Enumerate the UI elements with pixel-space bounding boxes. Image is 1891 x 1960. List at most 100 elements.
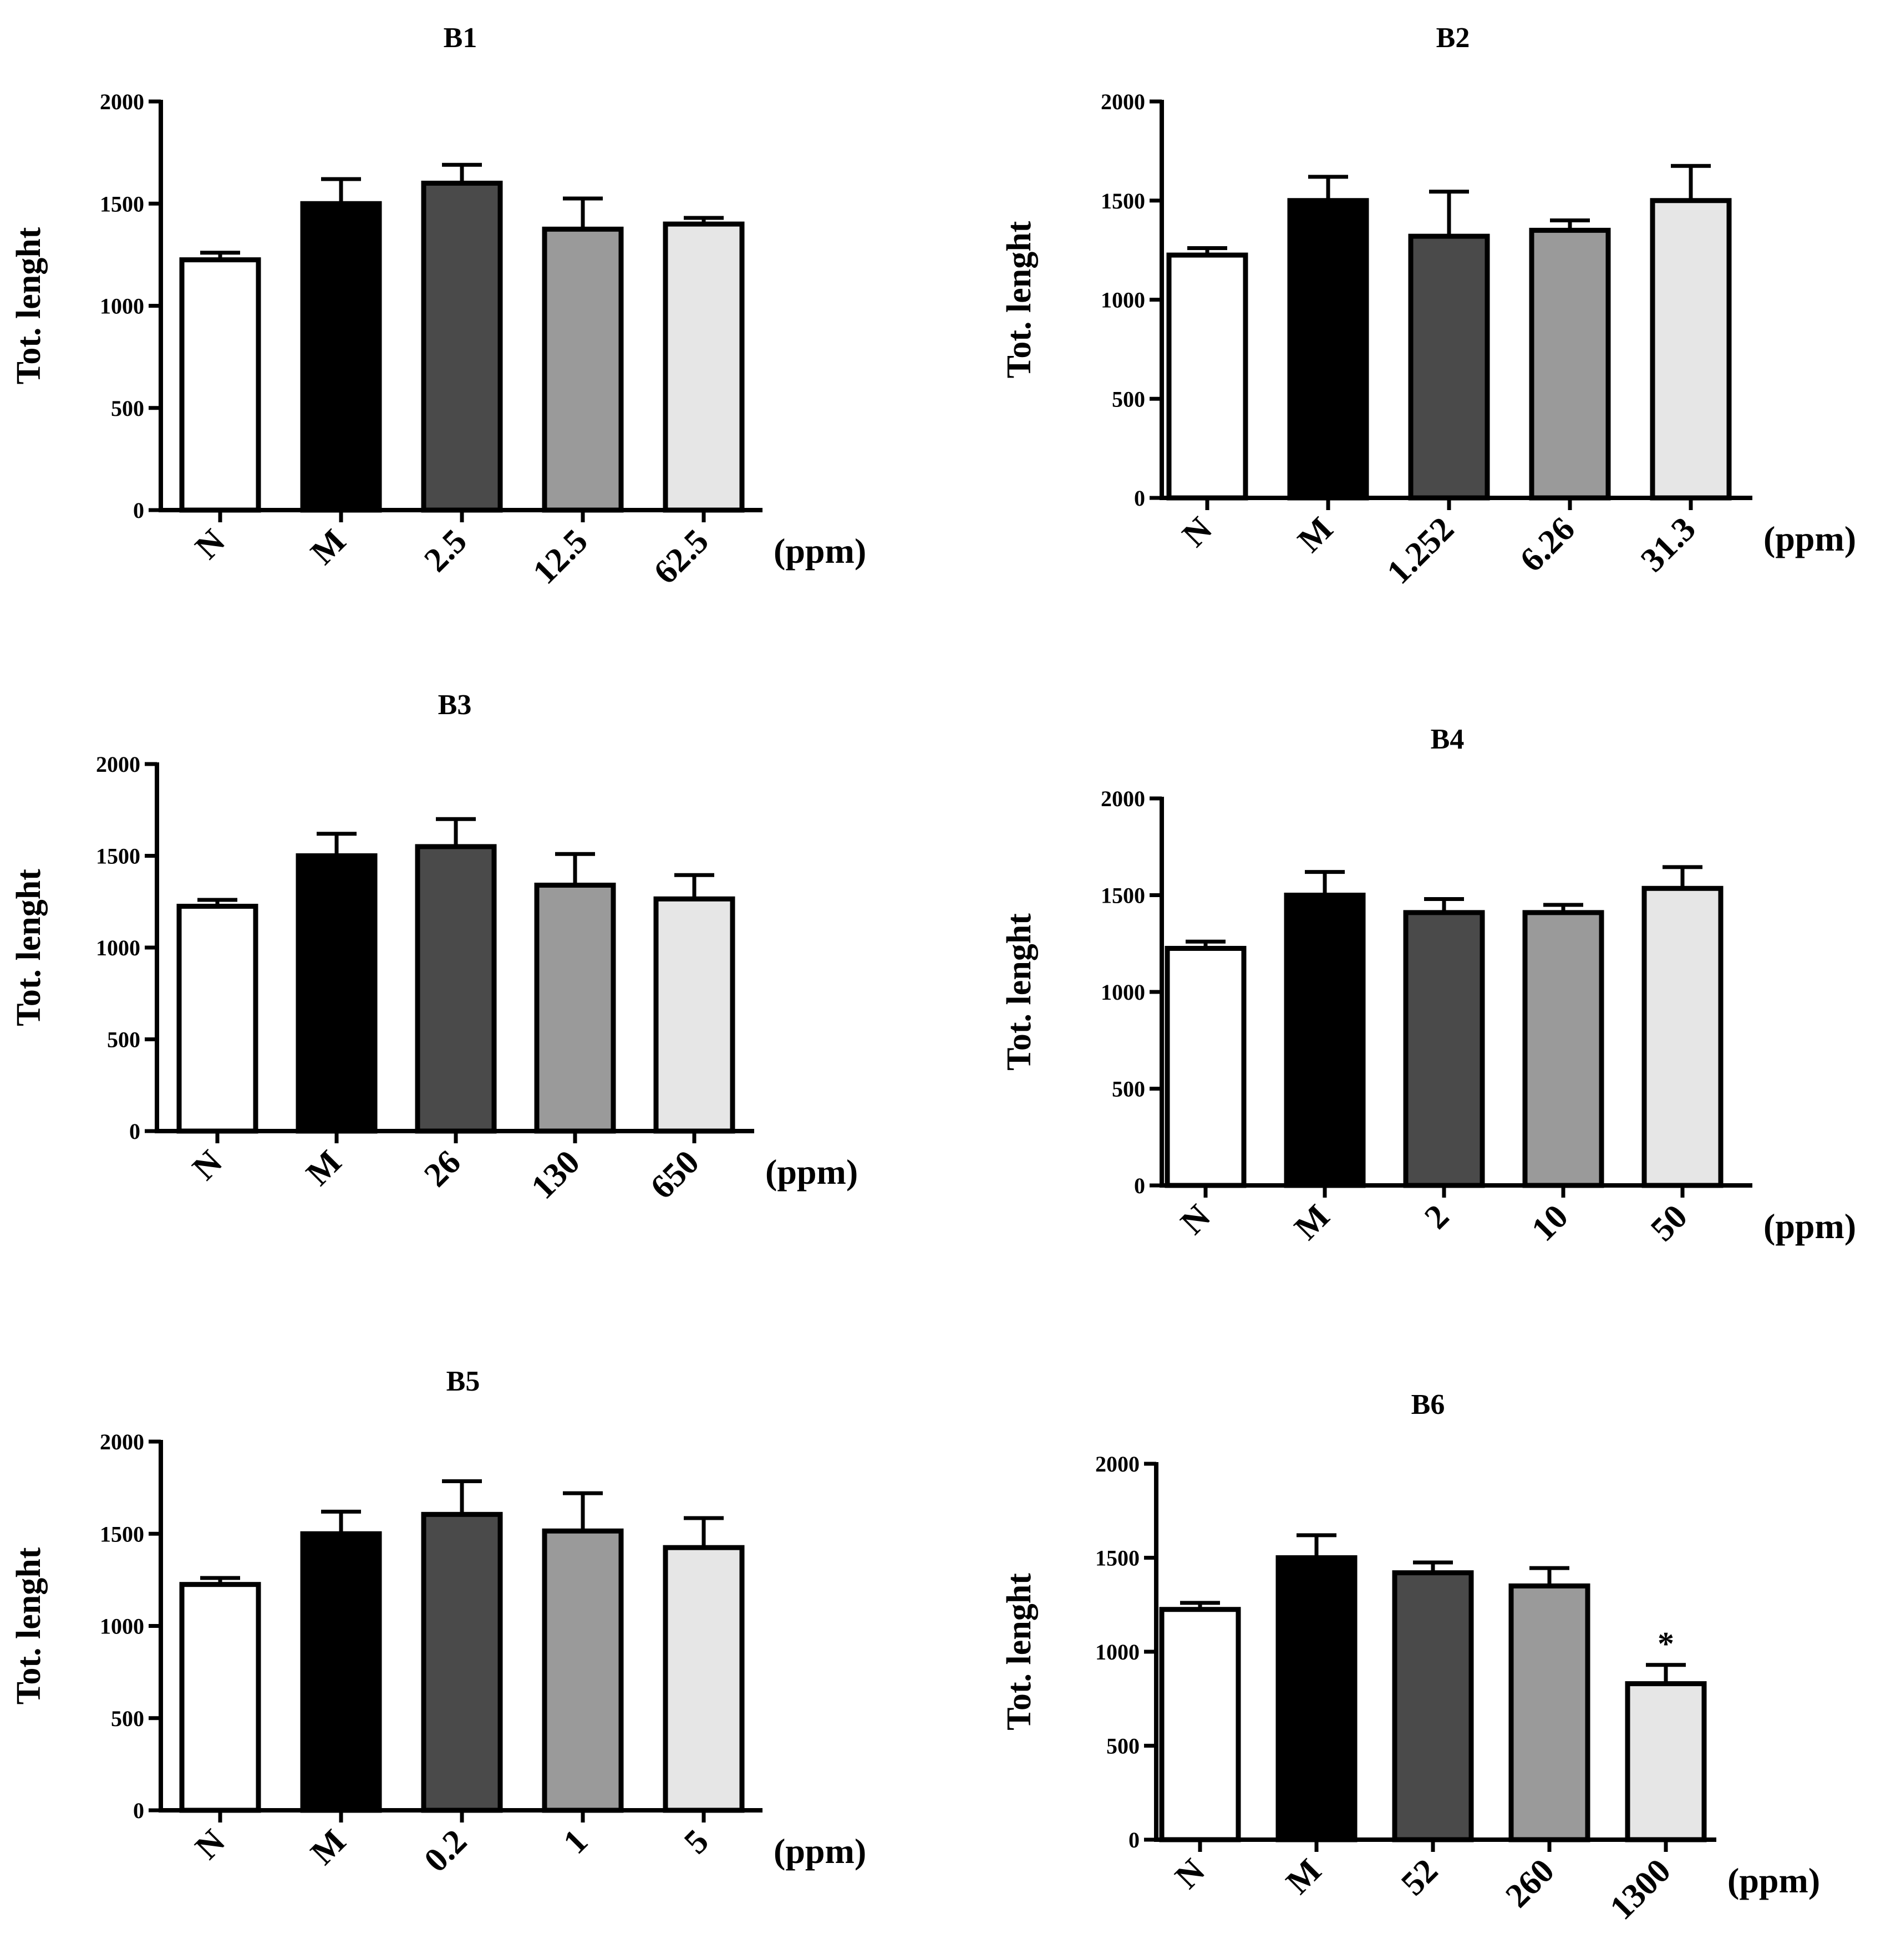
bar-m — [300, 1531, 382, 1813]
x-tick-label: 0.2 — [417, 1822, 474, 1880]
chart-panel-b2: B2 Tot. lenght 0 500 1000 1500 2000 N M 1.252 6.26… — [1000, 22, 1856, 592]
chart-panel-b4: B4 Tot. lenght 0 500 1000 1500 2000 N M 2 10 50 (ppm… — [1000, 724, 1856, 1249]
bar-62-5 — [663, 221, 745, 513]
bar-m — [296, 853, 378, 1134]
bar-31-3 — [1650, 198, 1732, 501]
x-tick-label: 1 — [556, 1822, 595, 1861]
chart-title: B2 — [1436, 22, 1470, 54]
y-tick-label: 2000 — [1101, 89, 1145, 114]
x-tick-label: N — [1173, 1198, 1218, 1242]
y-tick-label: 1000 — [100, 1614, 144, 1639]
x-tick-label: 52 — [1394, 1852, 1445, 1903]
bar-26 — [415, 844, 497, 1134]
y-tick-label: 1000 — [1095, 1640, 1140, 1664]
y-tick-label: 1500 — [96, 844, 140, 869]
x-tick-label: 26 — [417, 1143, 468, 1194]
y-tick-label: 500 — [107, 1027, 140, 1052]
x-tick-label: N — [185, 1143, 230, 1188]
significance-marker: * — [1658, 1626, 1674, 1662]
chart-title: B3 — [438, 689, 472, 721]
x-tick-label: 12.5 — [526, 522, 595, 592]
y-tick-label: 2000 — [100, 1429, 144, 1454]
bar-2 — [1403, 910, 1485, 1188]
x-tick-label: 50 — [1644, 1198, 1695, 1249]
y-tick-label: 2000 — [1095, 1452, 1140, 1477]
x-tick-label: M — [303, 522, 353, 572]
y-tick-label: 500 — [1106, 1734, 1140, 1759]
bar-52 — [1392, 1570, 1474, 1842]
x-tick-label: 5 — [677, 1822, 716, 1861]
unit-label: (ppm) — [774, 1831, 866, 1871]
y-tick-label: 0 — [133, 1798, 144, 1823]
chart-title: B1 — [444, 22, 477, 54]
bar-n — [1166, 252, 1248, 501]
y-tick-label: 1500 — [1101, 189, 1145, 213]
bar-n — [179, 1582, 261, 1813]
x-tick-label: 130 — [524, 1143, 587, 1206]
bar-m — [300, 201, 382, 513]
bar-m — [1275, 1555, 1358, 1842]
y-tick-label: 1000 — [100, 294, 144, 319]
y-axis-label: Tot. lenght — [10, 869, 48, 1026]
x-tick-label: M — [299, 1143, 348, 1193]
y-tick-label: 2000 — [1101, 786, 1145, 811]
bar-5 — [663, 1545, 745, 1813]
chart-panel-b1: B1 Tot. lenght 0 500 1000 1500 2000 N M 2.5 12.5 62… — [10, 22, 866, 592]
y-tick-label: 1000 — [1101, 288, 1145, 313]
chart-title: B5 — [446, 1366, 480, 1397]
y-tick-label: 500 — [1112, 386, 1145, 411]
bar-10 — [1522, 910, 1604, 1188]
x-tick-label: 260 — [1498, 1852, 1562, 1915]
x-tick-label: N — [1168, 1852, 1212, 1896]
chart-panel-b6: B6 Tot. lenght 0 500 1000 1500 2000 N M 52 260 * 130… — [1000, 1389, 1820, 1927]
unit-label: (ppm) — [1727, 1861, 1820, 1900]
y-tick-label: 1000 — [1101, 980, 1145, 1005]
bar-n — [179, 257, 261, 513]
y-tick-label: 1500 — [1095, 1546, 1140, 1571]
x-tick-label: 62.5 — [647, 522, 716, 592]
y-tick-label: 500 — [111, 396, 144, 421]
bar-0-2 — [421, 1511, 503, 1813]
bar-n — [1159, 1607, 1241, 1842]
y-tick-label: 0 — [129, 1119, 140, 1144]
y-tick-label: 2000 — [100, 89, 144, 114]
bar-50 — [1641, 885, 1724, 1188]
y-tick-label: 2000 — [96, 752, 140, 777]
y-axis-label: Tot. lenght — [1000, 913, 1038, 1071]
y-tick-label: 0 — [1134, 486, 1145, 511]
x-tick-label: 6.26 — [1513, 510, 1582, 579]
x-tick-label: M — [1279, 1852, 1328, 1901]
x-tick-label: M — [1290, 510, 1340, 559]
unit-label: (ppm) — [1763, 1206, 1856, 1246]
x-tick-label: M — [303, 1822, 353, 1872]
x-tick-label: 650 — [643, 1143, 706, 1206]
unit-label: (ppm) — [774, 531, 866, 571]
x-tick-label: 2 — [1417, 1198, 1456, 1236]
unit-label: (ppm) — [765, 1152, 858, 1192]
bar-m — [1287, 198, 1369, 501]
y-tick-label: 0 — [1128, 1827, 1140, 1852]
bar-6-26 — [1529, 227, 1611, 501]
bar-2-5 — [421, 180, 503, 513]
x-tick-label: 31.3 — [1634, 510, 1703, 579]
x-tick-label: 2.5 — [417, 522, 474, 579]
y-axis-label: Tot. lenght — [10, 1547, 48, 1704]
bar-n — [1165, 945, 1247, 1188]
bar-m — [1284, 893, 1366, 1188]
chart-panel-b3: B3 Tot. lenght 0 500 1000 1500 2000 N M 26 130 650 (… — [10, 689, 858, 1206]
chart-title: B4 — [1431, 724, 1465, 755]
unit-label: (ppm) — [1763, 519, 1856, 558]
y-tick-label: 500 — [111, 1706, 144, 1731]
x-tick-label: N — [188, 522, 232, 567]
bar-260 — [1508, 1583, 1590, 1842]
y-axis-label: Tot. lenght — [10, 227, 48, 384]
bar-1 — [542, 1528, 624, 1813]
x-tick-label: 1.252 — [1380, 510, 1461, 592]
x-tick-label: 1300 — [1603, 1852, 1678, 1927]
y-tick-label: 1500 — [100, 1521, 144, 1546]
y-tick-label: 1500 — [1101, 883, 1145, 908]
bar-1300 — [1625, 1681, 1707, 1842]
x-tick-label: M — [1287, 1198, 1336, 1247]
y-tick-label: 1500 — [100, 191, 144, 216]
